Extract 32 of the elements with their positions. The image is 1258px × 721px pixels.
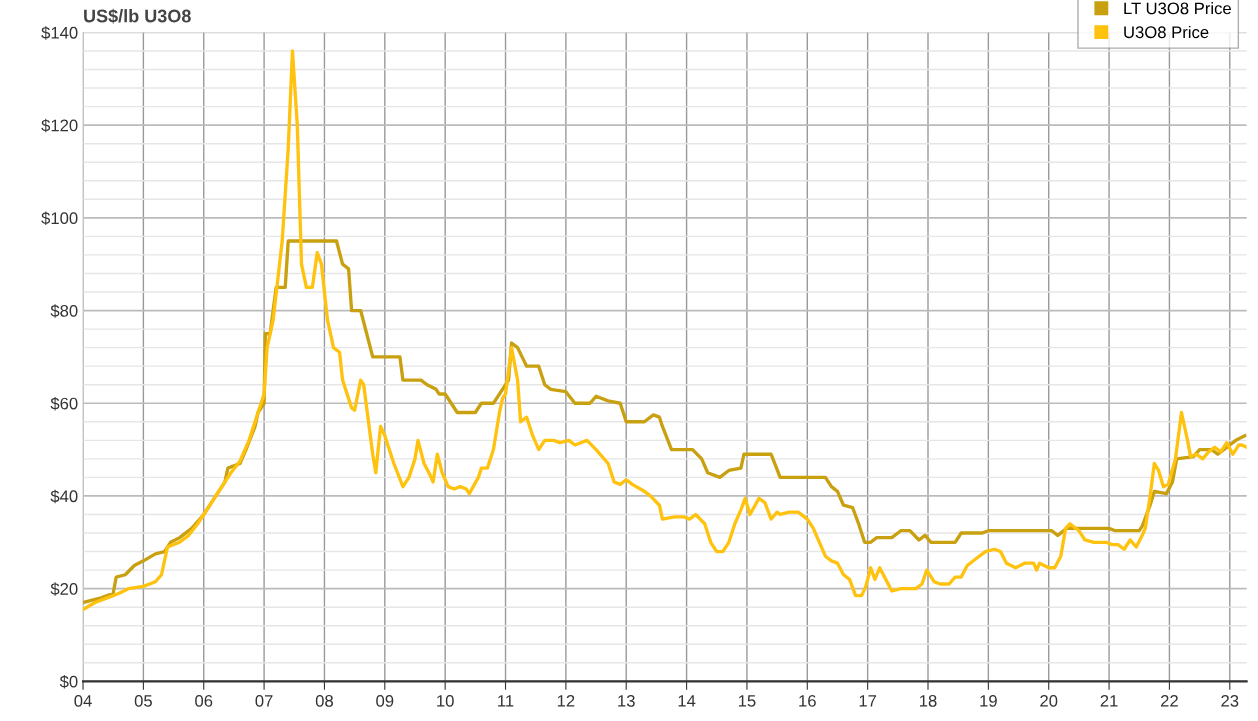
- x-tick-label: 16: [799, 694, 816, 707]
- y-tick-label: $60: [50, 396, 78, 411]
- legend-label: U3O8 Price: [1124, 25, 1209, 39]
- y-tick-label: $140: [41, 26, 78, 40]
- x-tick-label: 13: [618, 694, 635, 707]
- y-tick-label: $80: [50, 304, 78, 318]
- y-tick-label: $20: [50, 582, 78, 596]
- x-tick-label: 11: [498, 695, 514, 707]
- y-tick-label: $40: [50, 489, 78, 504]
- x-tick-label: 10: [437, 694, 454, 707]
- x-tick-label: 22: [1160, 694, 1178, 707]
- y-tick-label: $120: [41, 118, 78, 133]
- x-tick-label: 05: [134, 694, 152, 707]
- x-tick-label: 12: [557, 694, 575, 707]
- x-tick-label: 17: [859, 695, 877, 707]
- x-tick-label: 07: [255, 694, 273, 707]
- x-tick-label: 15: [738, 695, 756, 707]
- y-axis-title: US$/lb U3O8: [84, 8, 191, 24]
- x-tick-label: 21: [1100, 694, 1118, 707]
- x-tick-label: 06: [195, 694, 213, 707]
- x-tick-label: 14: [678, 695, 696, 707]
- line-series: [83, 49, 1247, 612]
- x-tick-label: 23: [1221, 694, 1239, 707]
- x-tick-label: 08: [315, 694, 333, 707]
- x-tick-label: 04: [74, 694, 92, 707]
- x-tick-label: 19: [980, 694, 997, 707]
- y-tick-label: $100: [41, 211, 78, 226]
- legend-label: LT U3O8 Price: [1124, 2, 1231, 15]
- x-tick-label: 20: [1040, 694, 1058, 707]
- y-tick-label: $0: [59, 675, 78, 689]
- x-tick-label: 18: [920, 694, 937, 707]
- x-tick-label: 09: [376, 694, 394, 707]
